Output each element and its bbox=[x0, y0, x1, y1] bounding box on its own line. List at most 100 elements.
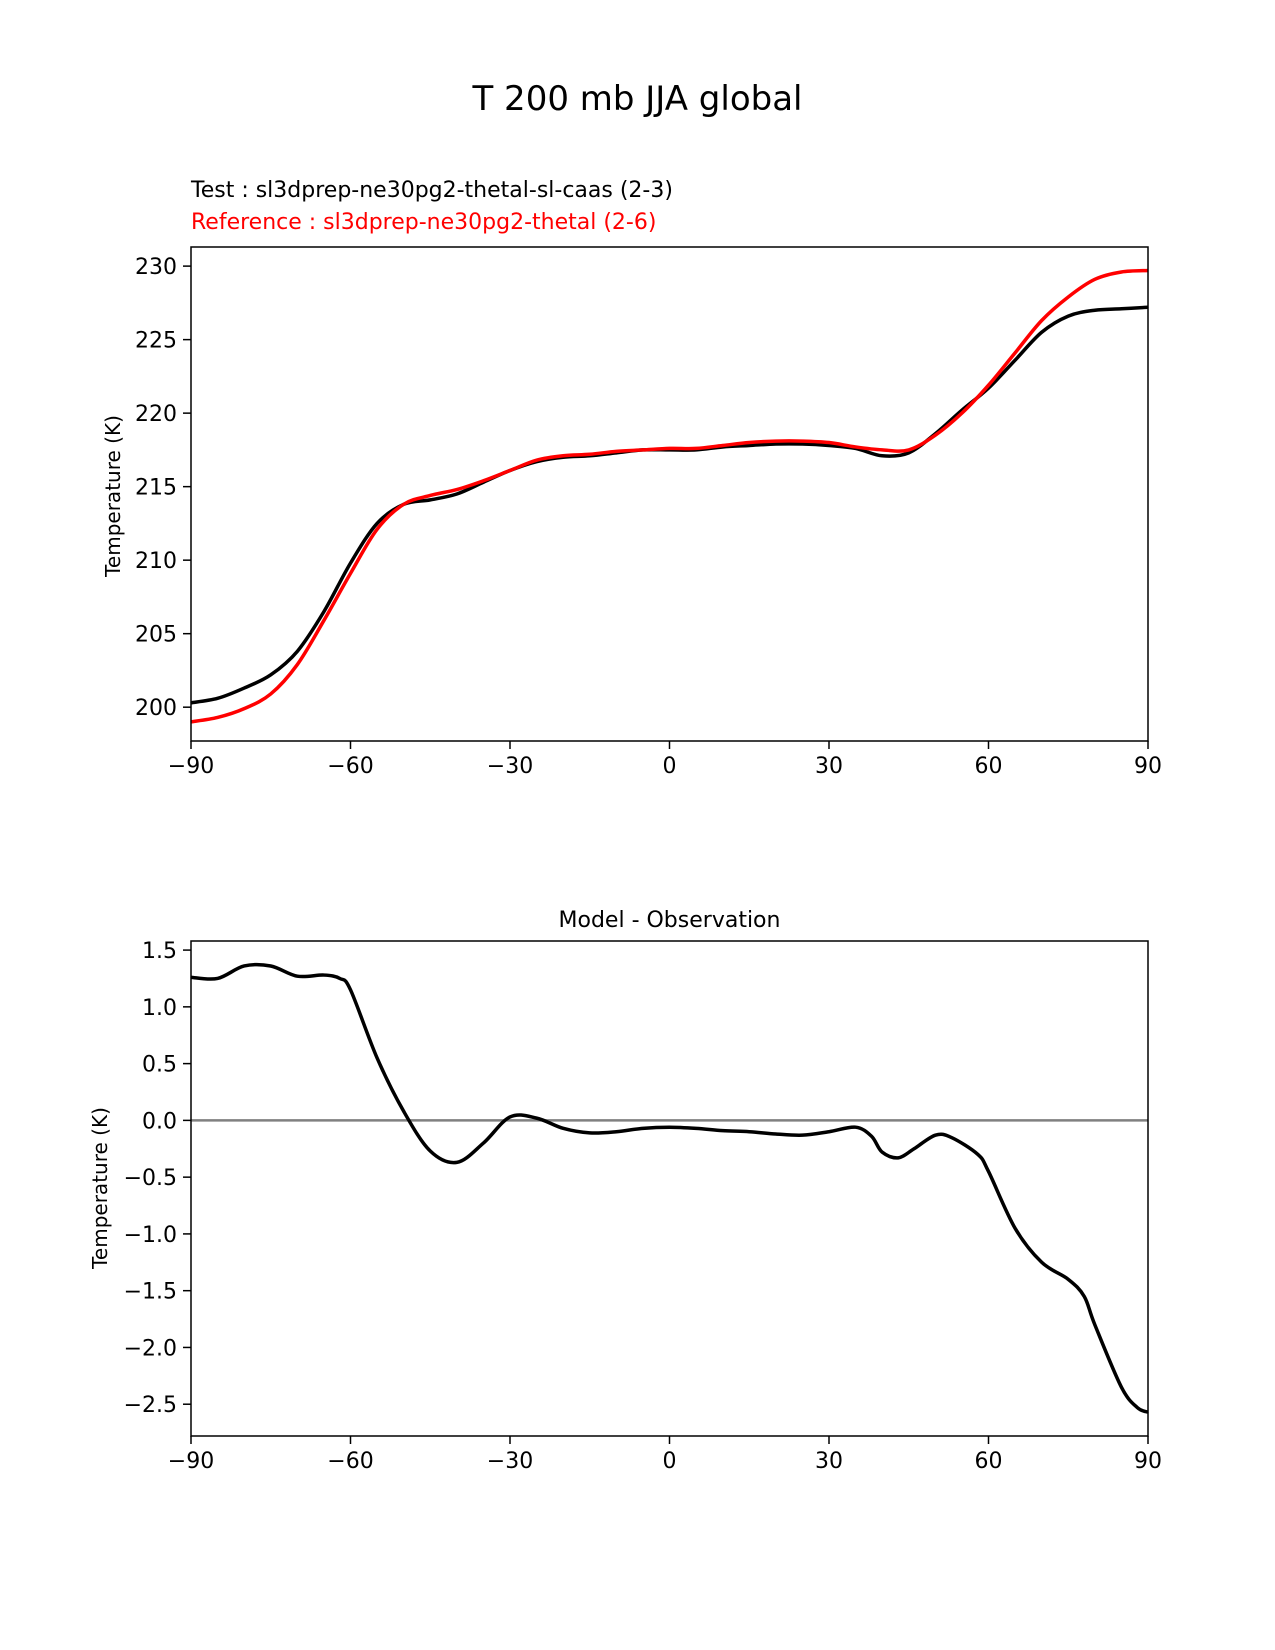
series-0-point bbox=[722, 1130, 724, 1132]
series-0-point bbox=[1083, 1295, 1085, 1297]
series-1-point bbox=[323, 619, 325, 622]
y-tick-label: 230 bbox=[135, 255, 177, 280]
series-0-point bbox=[349, 989, 352, 991]
y-tick-label: 0.5 bbox=[142, 1053, 177, 1078]
x-tick-label: 30 bbox=[815, 1449, 843, 1474]
series-0-point bbox=[323, 974, 325, 976]
series-0-point bbox=[881, 455, 883, 457]
series-0-point bbox=[748, 1131, 750, 1133]
series-1-point bbox=[1067, 296, 1069, 298]
series-0-point bbox=[668, 1126, 671, 1128]
series-1-point bbox=[908, 449, 910, 451]
series-0-point bbox=[589, 1132, 591, 1134]
series-0-point bbox=[243, 687, 245, 689]
series-0-point bbox=[828, 1131, 830, 1133]
series-0-point bbox=[270, 674, 272, 676]
series-0-point bbox=[429, 1150, 431, 1152]
series-1-point bbox=[429, 494, 431, 497]
series-0-point bbox=[376, 522, 378, 525]
series-1-point bbox=[509, 469, 511, 472]
reference-label: Reference : sl3dprep-ne30pg2-thetal (2-6… bbox=[191, 210, 656, 235]
x-tick-label: 30 bbox=[815, 754, 843, 779]
y-tick-label: −2.0 bbox=[124, 1336, 177, 1361]
series-0-point bbox=[509, 1116, 511, 1118]
series-0-point bbox=[456, 1161, 458, 1163]
series-0-point bbox=[1014, 1227, 1016, 1229]
series-1-point bbox=[615, 450, 617, 452]
series-0-point bbox=[216, 977, 219, 980]
bottom-axis-ticks: −90 −60 −30 0 30 60 90 1.5 1.0 0.5 0.0 −0.5 −1.0 −1.5… bbox=[124, 939, 1162, 1474]
series-0-point bbox=[1094, 309, 1096, 311]
y-tick-label: 1.5 bbox=[142, 939, 177, 964]
x-tick-label: −30 bbox=[487, 1449, 533, 1474]
series-0-point bbox=[1067, 315, 1069, 317]
top-plot-frame bbox=[190, 246, 1149, 742]
series-0-point bbox=[934, 1134, 936, 1136]
series-0-point bbox=[695, 1127, 697, 1129]
series-1-point bbox=[482, 480, 485, 482]
series-1-point bbox=[403, 503, 405, 505]
series-0-point bbox=[482, 1142, 485, 1144]
x-tick-label: 90 bbox=[1134, 754, 1162, 779]
series-1-point bbox=[642, 449, 644, 451]
top-y-axis-label: Temperature (K) bbox=[101, 415, 125, 578]
series-0-point bbox=[775, 443, 777, 445]
series-0-point bbox=[1067, 1278, 1069, 1280]
y-tick-label: 200 bbox=[135, 696, 177, 721]
series-1-point bbox=[270, 693, 272, 695]
series-0-point bbox=[1094, 1324, 1096, 1326]
series-0-point bbox=[615, 1131, 617, 1133]
series-1-point bbox=[589, 453, 591, 455]
top-axis-ticks: −90 −60 −30 0 30 60 90 200 205 210 215 220 225 230 bbox=[135, 255, 1162, 779]
x-tick-label: −90 bbox=[168, 754, 214, 779]
series-0-point bbox=[1041, 1261, 1043, 1263]
x-tick-label: 60 bbox=[975, 1449, 1003, 1474]
series-line-0 bbox=[190, 962, 1149, 1414]
bottom-series-group bbox=[190, 962, 1149, 1414]
y-tick-label: 210 bbox=[135, 549, 177, 574]
x-tick-label: 60 bbox=[975, 754, 1003, 779]
y-tick-label: 205 bbox=[135, 623, 177, 648]
series-0-point bbox=[828, 444, 830, 447]
x-tick-label: 0 bbox=[663, 754, 677, 779]
series-1-point bbox=[456, 488, 458, 491]
y-tick-label: 225 bbox=[135, 329, 177, 354]
series-line-1 bbox=[190, 268, 1149, 724]
top-chart: Test : sl3dprep-ne30pg2-thetal-sl-caas (… bbox=[101, 178, 1162, 779]
series-1-point bbox=[376, 528, 378, 530]
series-0-point bbox=[296, 975, 298, 977]
series-0-point bbox=[977, 1153, 979, 1156]
series-1-point bbox=[722, 444, 724, 447]
series-1-point bbox=[961, 412, 963, 414]
series-0-point bbox=[216, 697, 219, 699]
series-0-point bbox=[456, 493, 458, 495]
series-1-point bbox=[1094, 278, 1096, 280]
series-1-point bbox=[1014, 352, 1016, 354]
series-1-point bbox=[881, 449, 883, 451]
series-0-point bbox=[349, 562, 352, 564]
bottom-y-axis-label: Temperature (K) bbox=[88, 1107, 112, 1270]
bottom-chart: Model - Observation Temperature (K) −90−… bbox=[88, 908, 1162, 1474]
series-1-point bbox=[1120, 271, 1123, 273]
series-0-point bbox=[1120, 1386, 1123, 1388]
series-1-point bbox=[1041, 319, 1043, 322]
series-0-point bbox=[403, 1110, 405, 1112]
top-series-group bbox=[190, 268, 1149, 724]
series-1-point bbox=[562, 455, 564, 457]
series-1-point bbox=[775, 440, 777, 442]
x-tick-label: −60 bbox=[327, 1449, 373, 1474]
series-0-point bbox=[913, 1148, 915, 1150]
series-0-point bbox=[987, 1170, 990, 1173]
series-1-point bbox=[828, 441, 830, 444]
series-0-point bbox=[801, 443, 804, 445]
series-0-point bbox=[243, 965, 245, 967]
x-tick-label: 90 bbox=[1134, 1449, 1162, 1474]
series-0-point bbox=[950, 1136, 952, 1139]
series-0-point bbox=[870, 1135, 873, 1137]
series-1-point bbox=[668, 447, 671, 450]
x-tick-label: −90 bbox=[168, 1449, 214, 1474]
bottom-plot-frame bbox=[190, 940, 1149, 1437]
series-0-point bbox=[1014, 359, 1016, 361]
series-1-point bbox=[695, 447, 697, 450]
